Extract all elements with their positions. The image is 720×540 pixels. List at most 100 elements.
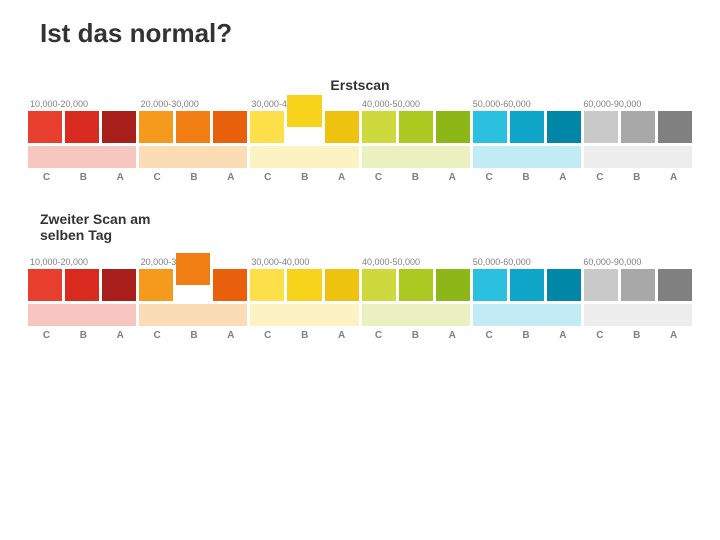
axis-letter: C [249,172,286,183]
range-label: 20,000-30,000 [139,99,250,109]
color-swatch [325,111,359,143]
axis-letter: A [434,330,471,341]
color-swatch [436,269,470,301]
axis-letter: C [471,172,508,183]
scan1-axis: CBACBACBACBACBACBA [28,172,692,183]
band [28,304,136,326]
color-swatch [473,111,507,143]
color-swatch [399,111,433,143]
color-swatch [65,111,99,143]
axis-letter: B [618,172,655,183]
color-swatch [213,111,247,143]
band [28,146,136,168]
axis-letter: A [544,330,581,341]
scan2-axis: CBACBACBACBACBACBA [28,330,692,341]
color-swatch [287,95,321,127]
axis-letter: B [286,172,323,183]
axis-letter: B [65,330,102,341]
color-swatch [658,269,692,301]
color-swatch [287,269,321,301]
scan2-label: Zweiter Scan am selben Tag [40,211,180,243]
axis-letter: C [139,172,176,183]
range-label: 60,000-90,000 [581,257,692,267]
band [139,304,247,326]
color-swatch [584,269,618,301]
axis-letter: B [397,330,434,341]
axis-letter: C [28,330,65,341]
scan2-chart: 10,000-20,00020,000-30,00030,000-40,0004… [0,257,720,341]
color-swatch [362,111,396,143]
scan2-swatch-row [28,269,692,301]
color-swatch [250,269,284,301]
color-swatch [213,269,247,301]
color-swatch [65,269,99,301]
color-swatch [176,111,210,143]
axis-letter: C [28,172,65,183]
band [584,304,692,326]
color-swatch [102,111,136,143]
range-label: 60,000-90,000 [581,99,692,109]
color-swatch [510,269,544,301]
color-swatch [436,111,470,143]
band [473,304,581,326]
color-swatch [139,269,173,301]
color-swatch [325,269,359,301]
axis-letter: C [581,172,618,183]
color-swatch [102,269,136,301]
band [362,146,470,168]
color-swatch [584,111,618,143]
color-swatch [139,111,173,143]
axis-letter: B [176,330,213,341]
scan1-chart: 10,000-20,00020,000-30,00030,000-40,0004… [0,99,720,183]
axis-letter: C [139,330,176,341]
color-swatch [658,111,692,143]
axis-letter: C [581,330,618,341]
range-label: 40,000-50,000 [360,99,471,109]
axis-letter: B [508,172,545,183]
axis-letter: B [65,172,102,183]
color-swatch [621,269,655,301]
color-swatch [547,269,581,301]
axis-letter: C [471,330,508,341]
axis-letter: C [360,172,397,183]
range-label: 30,000-40,000 [249,257,360,267]
scan1-swatch-row [28,111,692,143]
scan2-range-labels: 10,000-20,00020,000-30,00030,000-40,0004… [28,257,692,267]
axis-letter: B [286,330,323,341]
scan1-band-row [28,146,692,168]
axis-letter: C [249,330,286,341]
range-label: 10,000-20,000 [28,257,139,267]
band [473,146,581,168]
scan1-range-labels: 10,000-20,00020,000-30,00030,000-40,0004… [28,99,692,109]
axis-letter: A [434,172,471,183]
scan1-label: Erstscan [0,77,720,93]
color-swatch [473,269,507,301]
axis-letter: B [618,330,655,341]
range-label: 50,000-60,000 [471,99,582,109]
band [584,146,692,168]
axis-letter: A [544,172,581,183]
axis-letter: A [212,330,249,341]
color-swatch [28,111,62,143]
axis-letter: A [102,172,139,183]
axis-letter: A [323,330,360,341]
scan2-band-row [28,304,692,326]
page-title: Ist das normal? [0,0,720,49]
band [250,304,358,326]
axis-letter: C [360,330,397,341]
color-swatch [510,111,544,143]
axis-letter: A [655,330,692,341]
axis-letter: A [655,172,692,183]
axis-letter: B [176,172,213,183]
color-swatch [176,253,210,285]
range-label: 40,000-50,000 [360,257,471,267]
band [362,304,470,326]
axis-letter: A [323,172,360,183]
axis-letter: B [508,330,545,341]
range-label: 10,000-20,000 [28,99,139,109]
band [139,146,247,168]
range-label: 50,000-60,000 [471,257,582,267]
color-swatch [621,111,655,143]
color-swatch [250,111,284,143]
axis-letter: A [212,172,249,183]
